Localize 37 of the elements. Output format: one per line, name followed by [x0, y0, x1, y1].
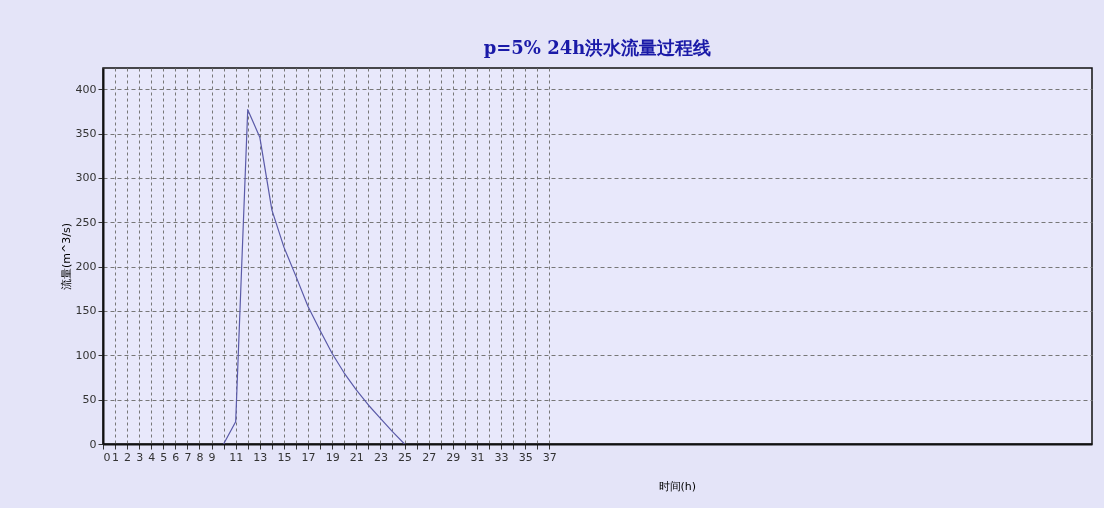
x-tick-label: 7	[184, 450, 192, 464]
x-tick-label: 9	[208, 450, 216, 464]
x-tick-label: 29	[446, 450, 461, 464]
x-tick-label: 8	[196, 450, 204, 464]
x-tick-label: 27	[422, 450, 437, 464]
y-tick-label: 0	[89, 437, 97, 451]
y-tick-label: 300	[75, 171, 97, 185]
x-tick-label: 4	[148, 450, 156, 464]
x-axis-title: 时间(h)	[658, 479, 697, 493]
x-tick-label: 17	[301, 450, 316, 464]
x-tick-label: 6	[172, 450, 180, 464]
x-tick-label: 23	[373, 450, 388, 464]
x-tick-label: 5	[160, 450, 168, 464]
x-tick-label: 25	[398, 450, 413, 464]
x-tick-label: 21	[349, 450, 364, 464]
y-tick-label: 100	[75, 348, 97, 362]
x-tick-label: 31	[470, 450, 485, 464]
x-tick-label: 0	[103, 450, 111, 464]
x-tick-label: 35	[518, 450, 533, 464]
y-tick-label: 200	[75, 260, 97, 274]
x-tick-label: 37	[542, 450, 557, 464]
x-tick-label: 1	[112, 450, 120, 464]
x-tick-label: 19	[325, 450, 340, 464]
x-tick-label: 33	[494, 450, 509, 464]
x-tick-label: 13	[253, 450, 268, 464]
y-tick-label: 350	[75, 127, 97, 141]
y-tick-label: 50	[82, 393, 97, 407]
x-tick-label: 2	[124, 450, 132, 464]
x-tick-label: 11	[229, 450, 244, 464]
line-series	[223, 109, 406, 444]
x-tick-label: 15	[277, 450, 292, 464]
y-tick-label: 250	[75, 215, 97, 229]
y-axis-title: 流量(m^3/s)	[59, 223, 73, 290]
x-tick-label: 3	[136, 450, 144, 464]
y-tick-label: 150	[75, 304, 97, 318]
chart-title: p=5% 24h洪水流量过程线	[483, 37, 712, 58]
y-tick-label: 400	[75, 82, 97, 96]
